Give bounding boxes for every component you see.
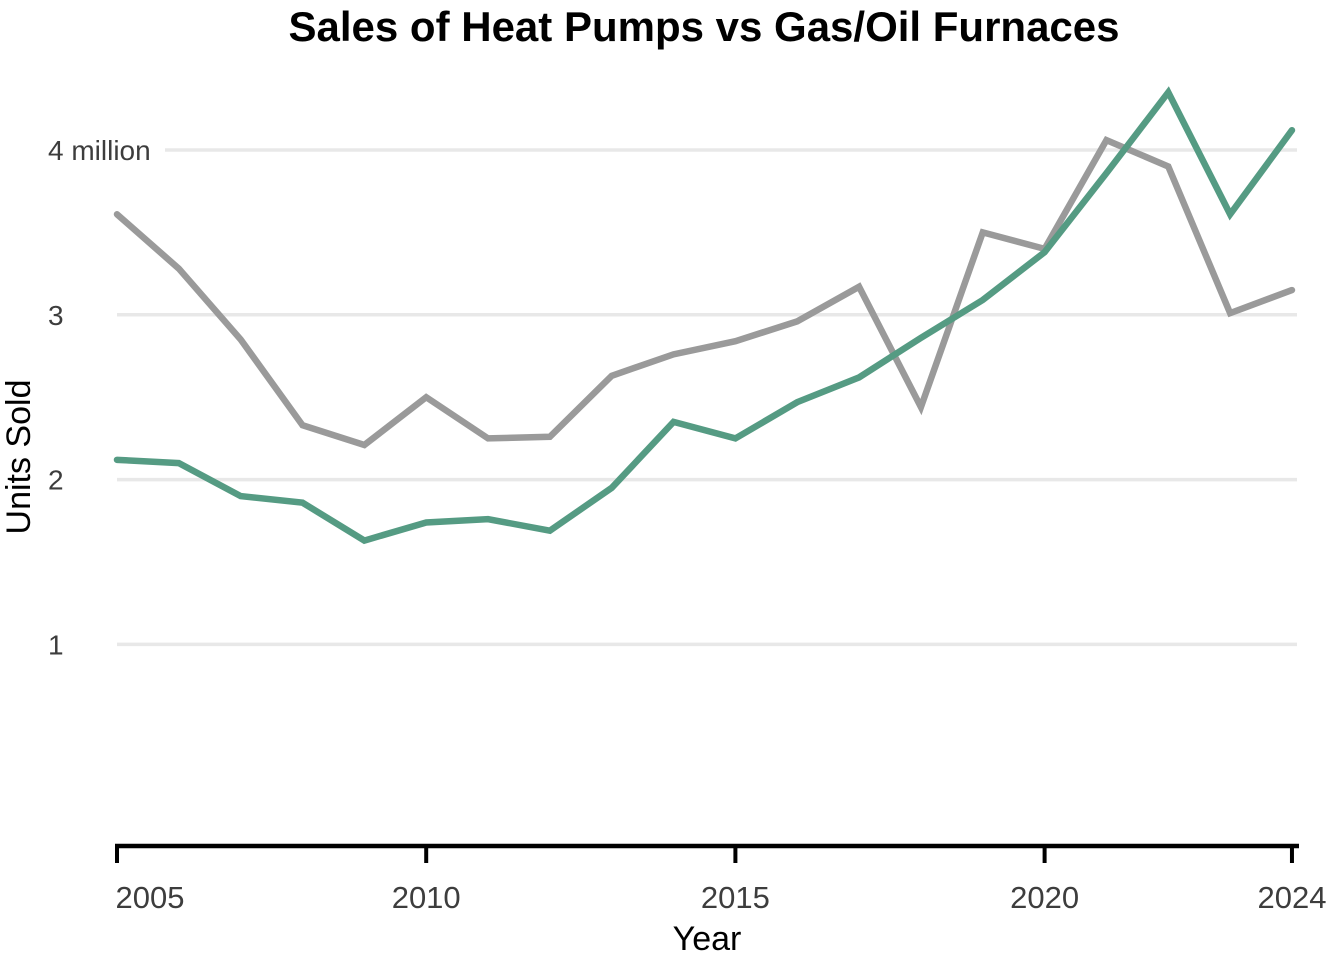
y-tick-label-2: 2 — [48, 465, 64, 496]
x-axis-title: Year — [673, 920, 742, 958]
chart-title: Sales of Heat Pumps vs Gas/Oil Furnaces — [289, 3, 1120, 50]
y-tick-label-4-million: 4 million — [48, 135, 151, 166]
series-line-heat-pumps — [113, 86, 1296, 545]
x-tick-label-2005: 2005 — [116, 880, 185, 915]
x-tick-label-2015: 2015 — [701, 880, 770, 915]
x-tick-label-2024: 2024 — [1257, 880, 1326, 915]
gridlines-group — [117, 148, 1297, 647]
y-tick-label-1: 1 — [48, 629, 64, 660]
series-line-gas-oil-furnaces — [113, 135, 1296, 449]
y-tick-label-3: 3 — [48, 300, 64, 331]
x-tick-label-2020: 2020 — [1010, 880, 1079, 915]
x-tick-label-2010: 2010 — [392, 880, 461, 915]
series-group — [113, 86, 1296, 545]
y-axis-title: Units Sold — [0, 380, 38, 535]
tick-labels-group: 4 million 3 2 1 2005 2010 2015 2020 2024 — [48, 135, 1326, 915]
axes-group — [115, 843, 1299, 863]
